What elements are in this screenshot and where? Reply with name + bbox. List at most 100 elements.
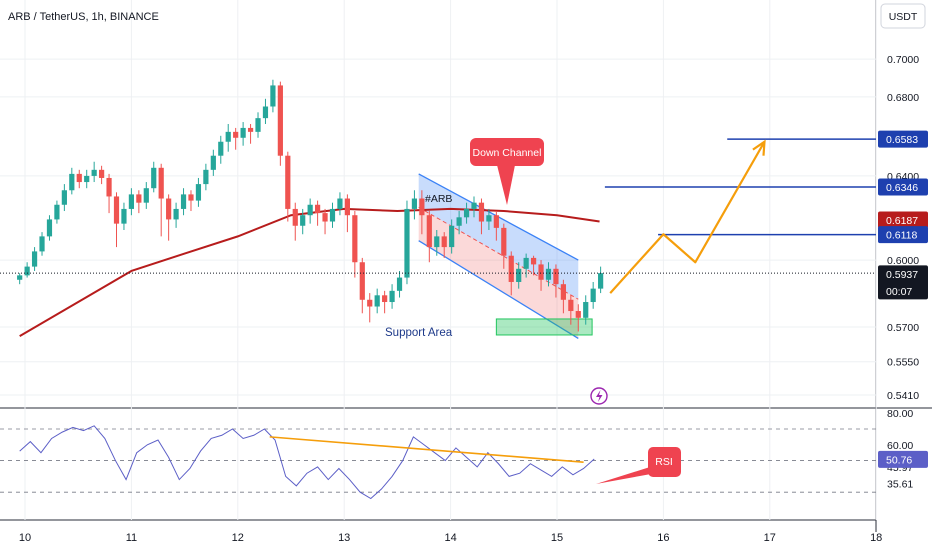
candle-body (158, 167, 164, 199)
candle-body (247, 127, 254, 132)
candle-body (262, 106, 269, 119)
projection-path (609, 141, 766, 294)
rsi-trendline (269, 436, 584, 463)
price-tag-label: 0.6346 (886, 182, 918, 194)
candle-body (24, 266, 30, 276)
x-tick-label: 18 (870, 532, 882, 544)
price-tag-label: 0.6187 (886, 215, 918, 227)
candle-body (180, 194, 187, 209)
candle-body (270, 85, 276, 107)
candle-body (210, 155, 216, 170)
candle-body (344, 198, 350, 216)
channel-upper-fill (418, 173, 579, 300)
rsi-value-label: 50.76 (886, 454, 912, 466)
price-tag (878, 265, 928, 300)
projection-arrowhead (752, 139, 766, 156)
candle-body (598, 273, 604, 289)
candle-body (486, 215, 492, 222)
candle-body (136, 194, 142, 203)
channel-lower-line (418, 240, 579, 339)
currency-button-label: USDT (889, 11, 918, 23)
candle-body (91, 169, 97, 176)
candle-body (374, 295, 380, 307)
candle-body (389, 290, 395, 303)
candle-body (463, 208, 470, 218)
candle-body (39, 236, 45, 252)
rsi-panel (0, 425, 876, 500)
candle-body (322, 213, 328, 222)
price-tag-label: 0.5937 (886, 269, 918, 281)
candle-body (225, 131, 231, 142)
candle-body (277, 85, 283, 156)
support-zone (495, 318, 593, 336)
candle-body (143, 188, 149, 203)
price-tag-label: 0.6118 (886, 230, 917, 242)
y-tick-label: 0.7000 (887, 54, 919, 66)
x-tick-label: 12 (232, 532, 244, 544)
candle-body (367, 299, 373, 307)
candle-body (329, 208, 336, 222)
candle-body (166, 198, 172, 220)
overlay-front (0, 138, 876, 294)
candle-body (17, 275, 23, 280)
currency-button[interactable]: USDT (880, 3, 926, 29)
candle-body (568, 299, 574, 312)
candle-body (411, 198, 418, 209)
candle-body (560, 284, 566, 300)
candles (17, 79, 604, 332)
price-tag (878, 130, 928, 148)
rsi-label: RSI (655, 456, 673, 468)
candle-body (31, 251, 38, 267)
rsi-y-tick-label: 35.61 (887, 478, 913, 490)
candle-body (307, 204, 313, 216)
candle-body (203, 169, 209, 185)
candle-body (456, 217, 462, 226)
axes: 10 11 12 13 14 15 16 17 180.70000.68000.64000.60… (19, 54, 928, 544)
candle-body (396, 277, 403, 291)
candle-body (553, 268, 559, 285)
candle-body (128, 194, 134, 209)
candle-body (352, 215, 358, 263)
candle-body (240, 127, 246, 138)
candle-body (530, 257, 537, 265)
candle-body (583, 302, 589, 318)
price-tag (878, 211, 928, 229)
down-channel-callout: Down Channel (470, 138, 544, 205)
candle-body (501, 227, 507, 256)
candle-body (188, 194, 194, 201)
y-tick-label: 0.5550 (887, 357, 919, 369)
rsi-y-tick-label: 80.00 (887, 408, 913, 420)
candle-body (516, 268, 522, 282)
x-tick-label: 17 (764, 532, 776, 544)
candle-body (478, 202, 485, 222)
down-channel-label: Down Channel (473, 147, 542, 159)
rsi-line (19, 425, 595, 500)
candle-body (359, 262, 365, 300)
candle-body (471, 202, 477, 209)
price-tag-label: 0.6583 (886, 134, 918, 146)
candle-body (545, 268, 552, 280)
candle-body (315, 204, 321, 214)
price-tag (878, 226, 928, 244)
candle-body (76, 173, 82, 183)
y-tick-label: 0.6000 (887, 255, 919, 267)
candle-body (106, 177, 112, 197)
alert-icon[interactable] (590, 387, 608, 405)
y-tick-label: 0.5410 (887, 390, 919, 402)
candle-body (575, 311, 581, 318)
countdown-label: 00:07 (886, 286, 912, 298)
x-tick-label: 10 (19, 532, 31, 544)
candle-body (255, 118, 261, 132)
x-tick-label: 14 (444, 532, 456, 544)
candle-body (426, 215, 432, 248)
candle-body (590, 288, 596, 303)
candle-body (538, 264, 544, 280)
candle-body (173, 208, 179, 220)
y-tick-label: 0.6800 (887, 92, 919, 104)
candle-body (434, 236, 440, 248)
price-tag (878, 178, 928, 196)
candle-body (69, 173, 75, 191)
candle-body (441, 236, 447, 248)
candle-body (99, 169, 105, 178)
